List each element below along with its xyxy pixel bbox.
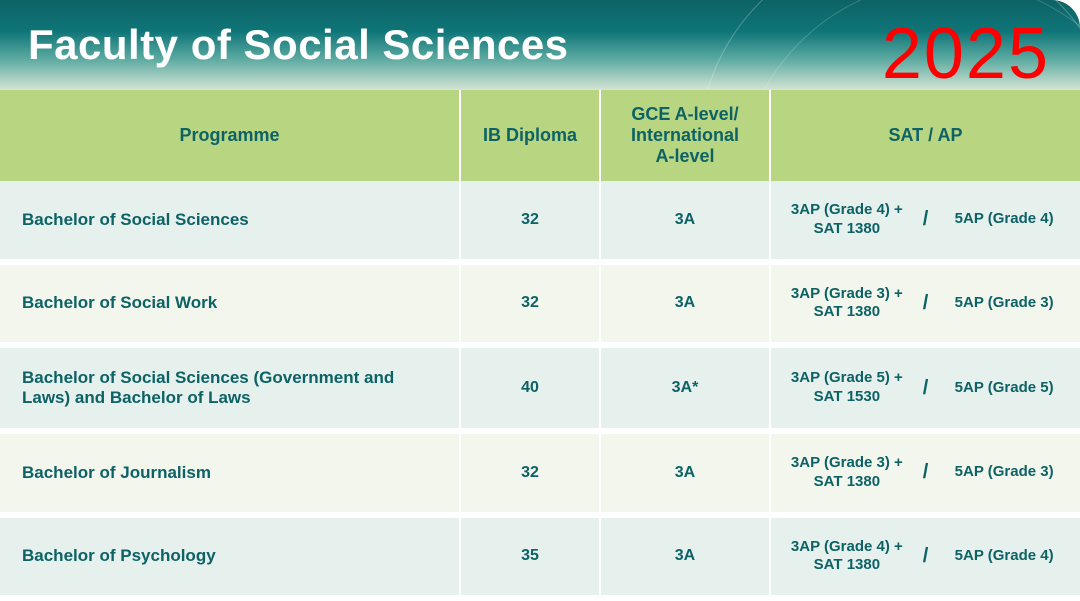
ib-cell: 32 <box>460 181 600 262</box>
gce-cell: 3A <box>600 431 770 515</box>
table-header-row: Programme IB Diploma GCE A-level/ Intern… <box>0 90 1080 181</box>
table-row: Bachelor of Psychology 35 3A 3AP (Grade … <box>0 515 1080 599</box>
col-header-programme: Programme <box>0 90 460 181</box>
table-row: Bachelor of Social Sciences 32 3A 3AP (G… <box>0 181 1080 262</box>
programme-cell: Bachelor of Social Sciences <box>0 181 460 262</box>
ib-cell: 35 <box>460 515 600 599</box>
programme-cell: Bachelor of Social Sciences (Government … <box>0 345 460 431</box>
programme-cell: Bachelor of Psychology <box>0 515 460 599</box>
year-overlay: 2025 <box>882 18 1050 90</box>
slash-icon: / <box>923 461 929 484</box>
sat-option-a: 3AP (Grade 4) + SAT 1380 <box>785 538 909 576</box>
sat-option-b: 5AP (Grade 3) <box>942 294 1066 313</box>
programme-cell: Bachelor of Journalism <box>0 431 460 515</box>
page-container: 2025 Faculty of Social Sciences Programm… <box>0 0 1080 601</box>
sat-cell: 3AP (Grade 3) + SAT 1380 / 5AP (Grade 3) <box>770 262 1080 346</box>
sat-cell: 3AP (Grade 4) + SAT 1380 / 5AP (Grade 4) <box>770 515 1080 599</box>
gce-cell: 3A <box>600 181 770 262</box>
table-row: Bachelor of Social Sciences (Government … <box>0 345 1080 431</box>
sat-option-b: 5AP (Grade 3) <box>942 463 1066 482</box>
col-header-sat: SAT / AP <box>770 90 1080 181</box>
gce-cell: 3A <box>600 262 770 346</box>
sat-option-a: 3AP (Grade 3) + SAT 1380 <box>785 454 909 492</box>
table-row: Bachelor of Social Work 32 3A 3AP (Grade… <box>0 262 1080 346</box>
col-header-ib: IB Diploma <box>460 90 600 181</box>
slash-icon: / <box>923 292 929 315</box>
programme-cell: Bachelor of Social Work <box>0 262 460 346</box>
slash-icon: / <box>923 545 929 568</box>
col-header-gce: GCE A-level/ International A-level <box>600 90 770 181</box>
ib-cell: 40 <box>460 345 600 431</box>
faculty-title: Faculty of Social Sciences <box>28 21 569 69</box>
sat-cell: 3AP (Grade 3) + SAT 1380 / 5AP (Grade 3) <box>770 431 1080 515</box>
sat-option-a: 3AP (Grade 4) + SAT 1380 <box>785 201 909 239</box>
sat-option-b: 5AP (Grade 4) <box>942 547 1066 566</box>
table-body: Bachelor of Social Sciences 32 3A 3AP (G… <box>0 181 1080 598</box>
sat-option-b: 5AP (Grade 4) <box>942 210 1066 229</box>
slash-icon: / <box>923 208 929 231</box>
slash-icon: / <box>923 377 929 400</box>
gce-cell: 3A <box>600 515 770 599</box>
ib-cell: 32 <box>460 262 600 346</box>
ib-cell: 32 <box>460 431 600 515</box>
sat-option-a: 3AP (Grade 5) + SAT 1530 <box>785 369 909 407</box>
gce-cell: 3A* <box>600 345 770 431</box>
sat-option-a: 3AP (Grade 3) + SAT 1380 <box>785 285 909 323</box>
requirements-table: Programme IB Diploma GCE A-level/ Intern… <box>0 90 1080 601</box>
sat-cell: 3AP (Grade 4) + SAT 1380 / 5AP (Grade 4) <box>770 181 1080 262</box>
sat-cell: 3AP (Grade 5) + SAT 1530 / 5AP (Grade 5) <box>770 345 1080 431</box>
sat-option-b: 5AP (Grade 5) <box>942 379 1066 398</box>
table-row: Bachelor of Journalism 32 3A 3AP (Grade … <box>0 431 1080 515</box>
